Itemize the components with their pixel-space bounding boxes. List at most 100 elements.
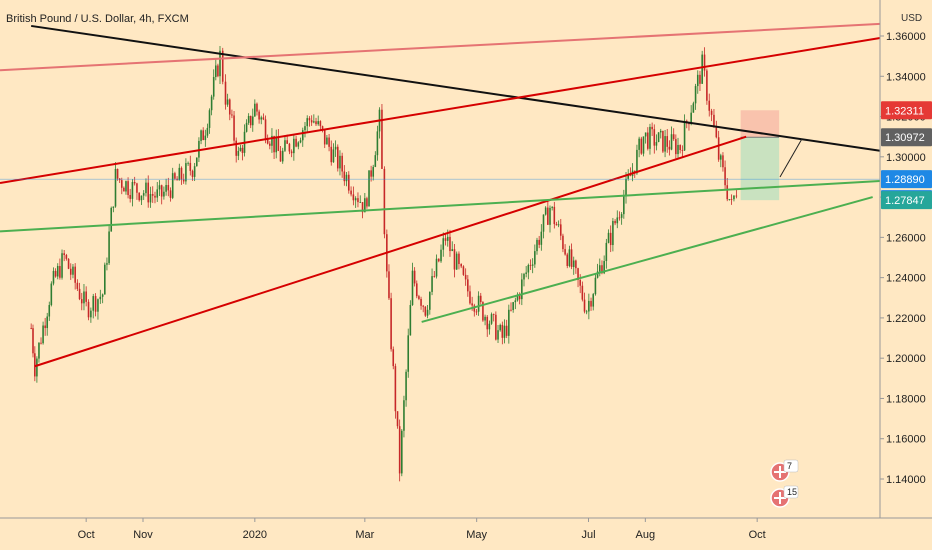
- red-trend-line[interactable]: [0, 37, 881, 184]
- candle-body: [293, 138, 295, 154]
- candle-body: [570, 249, 573, 267]
- x-tick-label: Oct: [749, 529, 766, 541]
- candle-body: [136, 183, 138, 193]
- candle-body: [206, 127, 209, 136]
- candle-body: [449, 236, 451, 252]
- candle-body: [299, 140, 302, 143]
- candle-body: [503, 325, 506, 338]
- candle-body: [401, 430, 403, 474]
- green-trend-line[interactable]: [421, 196, 873, 323]
- candle-body: [583, 299, 586, 312]
- x-tick-label: Jul: [581, 529, 595, 541]
- candle-body: [92, 296, 95, 311]
- candle-body: [224, 81, 227, 105]
- candle-body: [492, 314, 495, 316]
- candle-body: [376, 131, 379, 156]
- candle-body: [54, 270, 57, 277]
- candle-body: [644, 132, 647, 137]
- candle-body: [688, 123, 690, 125]
- candle-body: [350, 190, 352, 195]
- x-tick-label: Aug: [636, 529, 656, 541]
- candle-body: [664, 136, 666, 152]
- candle-body: [473, 305, 476, 312]
- candle-body: [46, 316, 49, 329]
- price-tag-bg: [881, 128, 932, 147]
- candle-body: [34, 353, 36, 377]
- candle-body: [368, 170, 370, 207]
- y-tick-label: 1.16000: [886, 434, 926, 446]
- candle-body: [564, 249, 566, 255]
- event-badge[interactable]: 7: [770, 459, 799, 482]
- candle-body: [215, 65, 217, 77]
- candle-body: [76, 282, 79, 289]
- candle-body: [701, 54, 703, 84]
- candle-body: [99, 296, 102, 300]
- candle-body: [394, 366, 397, 412]
- candle-body: [715, 127, 718, 138]
- candle-body: [429, 291, 431, 310]
- candle-body: [116, 168, 119, 179]
- candle-body: [514, 300, 517, 303]
- candle-body: [140, 195, 143, 201]
- candle-body: [339, 155, 341, 169]
- y-tick-label: 1.36000: [886, 31, 926, 43]
- candle-body: [156, 189, 159, 198]
- candle-body: [108, 231, 110, 264]
- candle-body: [85, 291, 87, 302]
- candle-body: [542, 214, 545, 232]
- candle-body: [154, 195, 156, 198]
- candle-body: [281, 150, 284, 162]
- candle-body: [354, 198, 357, 201]
- event-badges[interactable]: 7 15: [770, 459, 799, 508]
- price-tag-label: 1.27847: [885, 195, 925, 207]
- chart-title: British Pound / U.S. Dollar, 4h, FXCM: [6, 13, 189, 25]
- event-badge[interactable]: 15: [770, 485, 799, 508]
- candle-body: [36, 358, 38, 377]
- candle-body: [313, 121, 315, 123]
- candle-body: [501, 324, 504, 338]
- candle-body: [657, 132, 660, 142]
- candle-body: [603, 261, 605, 274]
- candle-body: [616, 217, 619, 224]
- candle-body: [266, 139, 269, 144]
- candle-body: [142, 193, 145, 196]
- candle-body: [110, 207, 113, 232]
- candle-body: [182, 179, 185, 182]
- candle-body: [123, 187, 125, 192]
- candle-body: [72, 266, 74, 275]
- candle-body: [271, 135, 273, 146]
- black-trend-line[interactable]: [31, 24, 881, 152]
- candle-body: [442, 238, 445, 250]
- candle-body: [56, 266, 59, 277]
- light-red-trend-line[interactable]: [0, 22, 881, 72]
- green-trend-line[interactable]: [0, 179, 881, 233]
- candle-body: [44, 325, 46, 329]
- candle-body: [212, 76, 215, 97]
- candle-body: [104, 264, 106, 295]
- candle-body: [42, 325, 44, 344]
- candle-body: [722, 155, 724, 168]
- candle-body: [433, 276, 436, 277]
- candle-body: [651, 126, 653, 130]
- candle-body: [614, 221, 616, 224]
- candle-body: [237, 150, 240, 156]
- candle-body: [241, 147, 244, 153]
- candle-body: [90, 310, 92, 318]
- candle-body: [319, 121, 322, 127]
- candle-body: [581, 285, 584, 300]
- candle-body: [361, 202, 364, 213]
- candle-body: [187, 162, 189, 164]
- candle-body: [413, 270, 416, 284]
- candle-body: [536, 239, 538, 252]
- candle-body: [620, 214, 623, 218]
- y-tick-label: 1.30000: [886, 152, 926, 164]
- red-trend-line[interactable]: [34, 135, 747, 368]
- candle-body: [420, 298, 422, 306]
- projection-arrow: [779, 138, 803, 178]
- candle-body: [374, 155, 377, 167]
- trend-lines[interactable]: [0, 22, 881, 368]
- candle-body: [726, 185, 729, 200]
- candle-body: [471, 303, 473, 306]
